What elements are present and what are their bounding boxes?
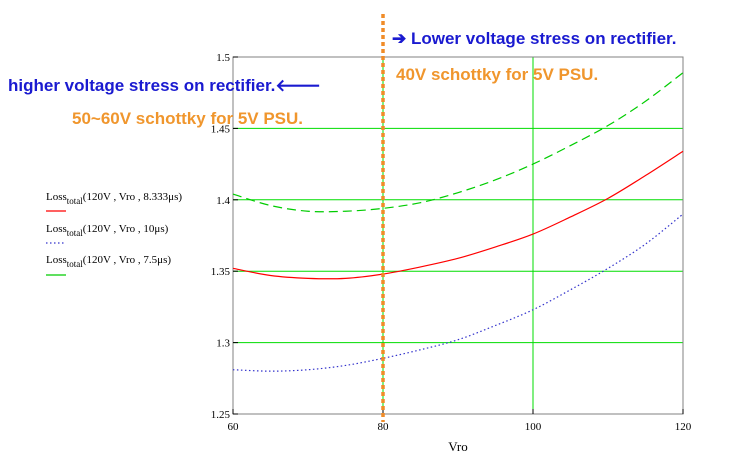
legend-label-3: Losstotal(120V , Vro , 7.5μs) [46,254,171,269]
series-line-3 [232,72,684,213]
series-line-1 [232,150,684,280]
legend-label-1: Losstotal(120V , Vro , 8.333μs) [46,191,182,206]
annotation-lower-stress: ➔ Lower voltage stress on rectifier. [392,29,676,48]
x-tick-labels: 60 80 100 120 [228,421,692,433]
annotation-higher-stress: higher voltage stress on rectifier.🡐 [8,76,321,95]
x-tick-label: 120 [675,421,692,433]
y-tick-label: 1.25 [211,409,231,421]
legend-entry-3: Losstotal(120V , Vro , 7.5μs) [46,254,171,276]
y-tick-label: 1.3 [216,338,230,350]
grid-lines [233,57,683,414]
plot-frame [232,56,684,415]
y-tick-label: 1.45 [211,123,231,135]
x-tick-label: 80 [378,421,390,433]
series-lines [232,72,684,372]
annotation-schottky-40v: 40V schottky for 5V PSU. [396,65,598,84]
x-tick-label: 100 [525,421,542,433]
x-axis-label: Vro [448,439,467,454]
legend-label-2: Losstotal(120V , Vro , 10μs) [46,223,169,238]
legend-entry-1: Losstotal(120V , Vro , 8.333μs) [46,191,182,212]
series-line-2 [232,213,684,372]
y-tick-label: 1.5 [216,52,230,64]
legend: Losstotal(120V , Vro , 8.333μs) Losstota… [46,191,182,276]
legend-entry-2: Losstotal(120V , Vro , 10μs) [46,223,169,244]
axes [232,56,684,415]
y-tick-label: 1.4 [216,195,230,207]
y-tick-label: 1.35 [211,266,231,278]
y-tick-labels: 1.25 1.3 1.35 1.4 1.45 1.5 [211,52,231,421]
annotation-schottky-50-60v: 50~60V schottky for 5V PSU. [72,109,303,128]
x-tick-label: 60 [228,421,240,433]
